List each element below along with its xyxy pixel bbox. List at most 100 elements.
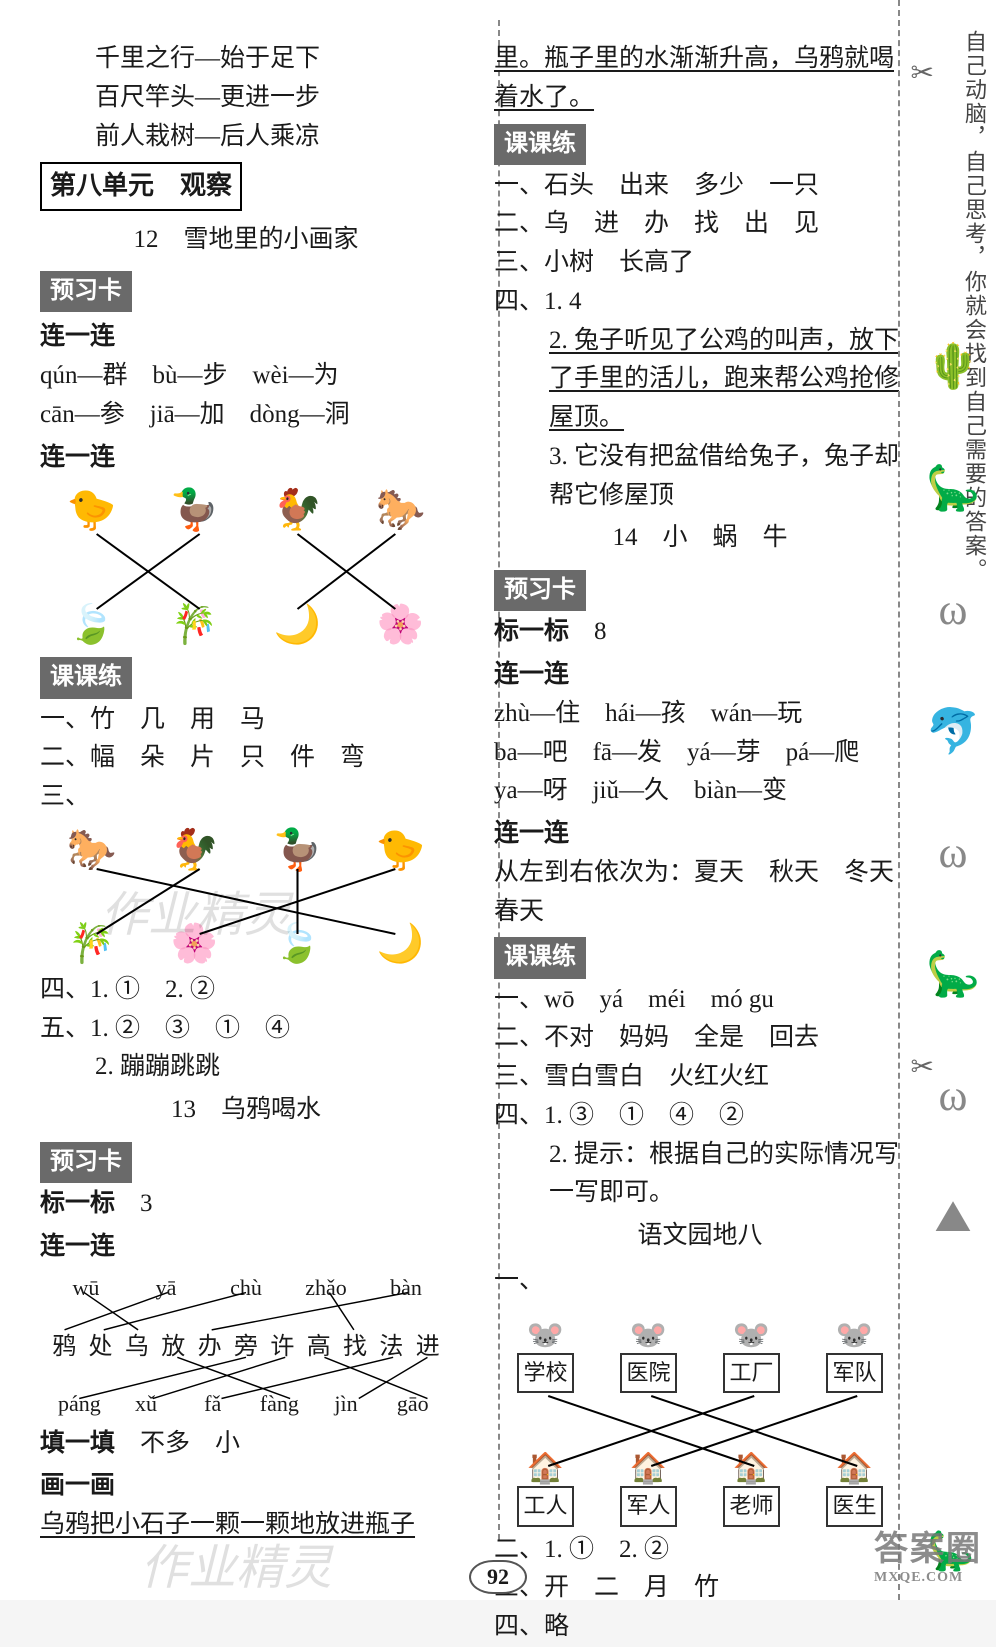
yy-lines [494,1301,906,1531]
cm-10: 进 [410,1329,446,1366]
l14-k4a: 四、1. ③ ① ④ ② [494,1097,906,1136]
dino-icon: 🦕 [926,462,981,514]
biao14: 8 [594,618,607,645]
lian-label-3: 连一连 [40,1228,452,1267]
r13-k2: 二、乌 进 办 找 出 见 [494,205,906,244]
animal-conn-1: 🐤 🦆 🐓 🐎 🍃 🎋 🌙 🌸 [40,479,452,649]
left-column: 千里之行—始于足下 百尺竿头—更进一步 前人栽树—后人乘凉 第八单元 观察 12… [0,0,470,1600]
yy-one: 一、 [494,1262,906,1301]
scissor-icon-2: ✂ [911,1050,934,1084]
l14-conn: 从左到右依次为：夏天 秋天 冬天 春天 [494,854,906,932]
proverb-2: 百尺竿头—更进一步 [40,79,452,118]
lian-label-14b: 连一连 [494,815,906,854]
pinyin-cross-13: wū yā chù zhǎo bàn 鸦 处 乌 放 办 旁 许 高 找 法 进… [40,1271,452,1421]
cb-0: páng [46,1387,113,1421]
watermark: 答案圈 MXQE.COM [874,1521,982,1586]
hua13: 乌鸦把小石子一颗一颗地放进瓶子 [40,1506,452,1545]
watermark-text: 答案圈 [874,1531,982,1568]
cm-9: 法 [373,1329,409,1366]
cm-7: 高 [301,1329,337,1366]
ct-3: zhǎo [286,1271,366,1305]
watermark-url: MXQE.COM [874,1570,982,1586]
biao-label-14: 标一标 [494,618,569,645]
yy-two: 二、1. ① 2. ② [494,1531,906,1570]
ct-0: wū [46,1271,126,1305]
margin-doodles: 🌵 🦕 ω 🐬 ω 🦕 ω ⛰ [916,340,990,1242]
grass-icon: ω [939,584,968,635]
grass-icon-3: ω [939,1070,968,1121]
yy-three: 三、开 二 月 竹 [494,1569,906,1608]
yuxi-badge-3: 预习卡 [494,570,586,611]
ct-4: bàn [366,1271,446,1305]
kekelian-badge-r: 课课练 [494,124,586,165]
cm-1: 处 [82,1329,118,1366]
biao-label: 标一标 [40,1190,115,1217]
lesson12-title: 12 雪地里的小画家 [40,221,452,260]
tian-label: 填一填 [40,1430,115,1457]
lian-label-2: 连一连 [40,439,452,478]
yuxi-badge: 预习卡 [40,271,132,312]
yy-four: 四、略 [494,1608,906,1647]
cb-2: fǎ [179,1387,246,1421]
cactus-icon: 🌵 [926,340,981,392]
fish-icon: 🐬 [926,705,981,757]
cb-1: xǔ [113,1387,180,1421]
grass-icon-2: ω [939,827,968,878]
lesson13-title: 13 乌鸦喝水 [40,1091,452,1130]
ct-2: chù [206,1271,286,1305]
l12-k3: 三、 [40,778,452,817]
cm-3: 放 [155,1329,191,1366]
cm-2: 乌 [119,1329,155,1366]
page-number: 92 [469,1560,527,1594]
dino-icon-2: 🦕 [926,948,981,1000]
r13-k4c: 3. 它没有把盆借给兔子，兔子却帮它修屋顶 [494,438,906,516]
l14-k3: 三、雪白雪白 火红火红 [494,1058,906,1097]
tian13: 不多 小 [140,1430,240,1457]
r13-k4b: 2. 兔子听见了公鸡的叫声，放下了手里的活儿，跑来帮公鸡抢修屋顶。 [494,322,906,438]
l14-k2: 二、不对 妈妈 全是 回去 [494,1019,906,1058]
hua-cont: 里。瓶子里的水渐渐升高，乌鸦就喝着水了。 [494,40,906,118]
yuwen-diagram: 🐭学校 🐭医院 🐭工厂 🐭军队 🏠工人 🏠军人 🏠老师 🏠医生 [494,1301,906,1531]
cb-3: fàng [246,1387,313,1421]
kekelian-badge-l: 课课练 [40,657,132,698]
cm-4: 办 [191,1329,227,1366]
hill-icon: ⛰ [935,1191,972,1242]
unit-title: 第八单元 观察 [40,162,242,210]
yuwen-title: 语文园地八 [494,1217,906,1256]
l14-p2: ba—吧 fā—发 yá—芽 pá—爬 [494,734,906,773]
yuxi-badge-2: 预习卡 [40,1142,132,1183]
lian-label-14: 连一连 [494,656,906,695]
r13-k4a: 四、1. 4 [494,283,906,322]
l12-pinyin-2: cān—参 jiā—加 dòng—洞 [40,396,452,435]
cm-5: 旁 [228,1329,264,1366]
l12-k1: 一、竹 几 用 马 [40,701,452,740]
l12-k2: 二、幅 朵 片 只 件 弯 [40,739,452,778]
hua-label: 画一画 [40,1467,452,1506]
lian-label-1: 连一连 [40,318,452,357]
cm-0: 鸦 [46,1329,82,1366]
conn-lines-1 [40,479,452,649]
ct-1: yā [126,1271,206,1305]
biao13: 3 [140,1190,153,1217]
r13-k1: 一、石头 出来 多少 一只 [494,167,906,206]
cb-4: jìn [313,1387,380,1421]
r13-k3: 三、小树 长高了 [494,244,906,283]
l12-k4: 四、1. ① 2. ② [40,971,452,1010]
l14-p1: zhù—住 hái—孩 wán—玩 [494,695,906,734]
cm-6: 许 [264,1329,300,1366]
cb-5: gāo [379,1387,446,1421]
cm-8: 找 [337,1329,373,1366]
lesson14-title: 14 小 蜗 牛 [494,519,906,558]
proverb-3: 前人栽树—后人乘凉 [40,118,452,157]
l14-p3: ya—呀 jiǔ—久 biàn—变 [494,772,906,811]
l12-k5b: 2. 蹦蹦跳跳 [40,1048,452,1087]
proverb-1: 千里之行—始于足下 [40,40,452,79]
kekelian-badge-14: 课课练 [494,937,586,978]
l14-k4b: 2. 提示：根据自己的实际情况写一写即可。 [494,1136,906,1214]
scissor-icon: ✂ [911,56,934,90]
l12-k5a: 五、1. ② ③ ① ④ [40,1010,452,1049]
l14-k1: 一、wō yá méi mó gu [494,981,906,1020]
l12-pinyin-1: qún—群 bù—步 wèi—为 [40,357,452,396]
conn-lines-2 [40,819,452,969]
animal-conn-2: 🐎 🐓 🦆 🐤 🎋 🌸 🍃 🌙 作业精灵 [40,819,452,969]
